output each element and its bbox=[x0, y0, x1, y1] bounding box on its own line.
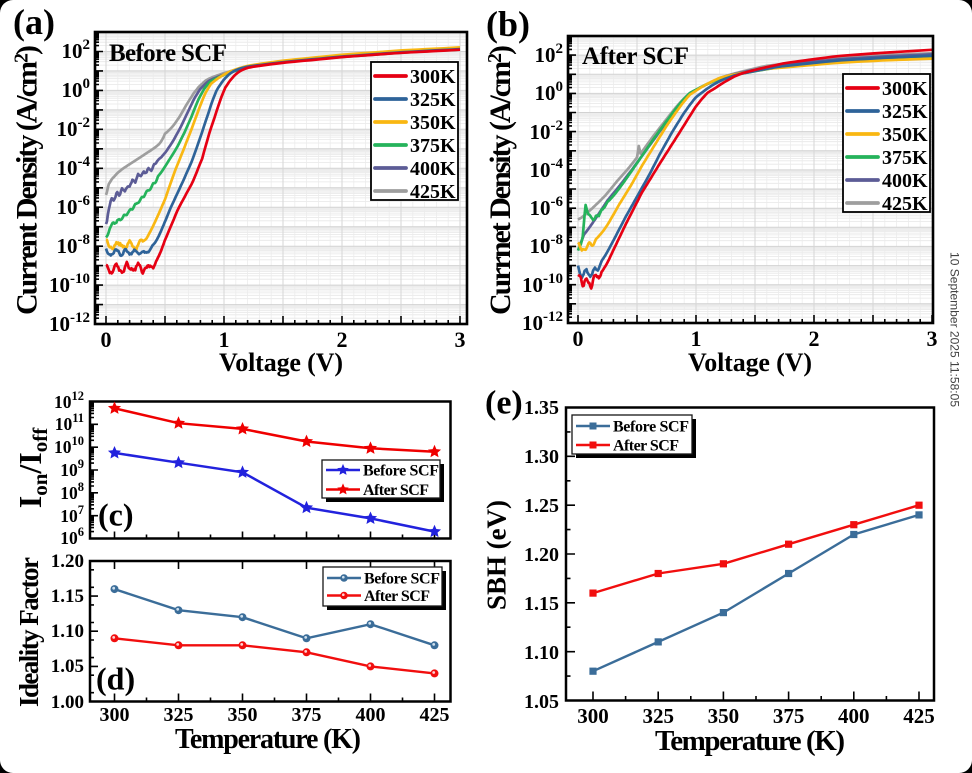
svg-text:Before SCF: Before SCF bbox=[363, 463, 439, 480]
svg-text:325K: 325K bbox=[882, 101, 928, 123]
svg-text:After SCF: After SCF bbox=[613, 438, 679, 455]
svg-text:400: 400 bbox=[356, 704, 386, 726]
svg-text:300: 300 bbox=[577, 704, 609, 728]
svg-text:1.10: 1.10 bbox=[51, 621, 84, 642]
svg-text:375: 375 bbox=[773, 704, 805, 728]
svg-text:100: 100 bbox=[535, 79, 564, 105]
svg-text:400: 400 bbox=[838, 704, 870, 728]
svg-text:After SCF: After SCF bbox=[582, 43, 689, 70]
svg-text:10-6: 10-6 bbox=[530, 194, 564, 220]
svg-text:1.15: 1.15 bbox=[51, 586, 84, 607]
svg-text:Temperature (K): Temperature (K) bbox=[175, 724, 361, 755]
svg-text:400K: 400K bbox=[410, 158, 456, 180]
svg-text:375K: 375K bbox=[882, 147, 928, 169]
svg-text:10 September 2025 11:58:05: 10 September 2025 11:58:05 bbox=[948, 252, 962, 407]
svg-text:350K: 350K bbox=[882, 124, 928, 146]
svg-text:400K: 400K bbox=[882, 170, 928, 192]
svg-text:1.00: 1.00 bbox=[51, 692, 84, 713]
svg-text:2: 2 bbox=[337, 327, 348, 352]
svg-text:After SCF: After SCF bbox=[364, 588, 430, 605]
svg-text:Ion/Ioff: Ion/Ioff bbox=[12, 427, 52, 508]
svg-text:1: 1 bbox=[219, 327, 230, 352]
svg-text:375K: 375K bbox=[410, 135, 456, 157]
svg-text:300K: 300K bbox=[882, 78, 928, 100]
svg-text:1.25: 1.25 bbox=[524, 495, 559, 517]
svg-text:10-8: 10-8 bbox=[530, 232, 564, 258]
svg-text:Currnet Density (A/cm2): Currnet Density (A/cm2) bbox=[484, 45, 517, 315]
svg-text:(d): (d) bbox=[96, 661, 135, 697]
svg-text:350: 350 bbox=[708, 704, 740, 728]
svg-text:300: 300 bbox=[100, 704, 130, 726]
svg-text:375: 375 bbox=[292, 704, 322, 726]
svg-text:(b): (b) bbox=[486, 4, 530, 44]
svg-text:2: 2 bbox=[809, 326, 820, 351]
svg-text:(a): (a) bbox=[13, 2, 55, 42]
svg-text:Before SCF: Before SCF bbox=[109, 40, 227, 67]
svg-text:1.20: 1.20 bbox=[524, 544, 559, 566]
svg-text:(e): (e) bbox=[485, 385, 523, 422]
svg-text:425: 425 bbox=[420, 704, 450, 726]
svg-text:3: 3 bbox=[927, 326, 938, 351]
svg-text:Current Density (A/cm2): Current Density (A/cm2) bbox=[11, 45, 44, 315]
svg-text:Voltage (V): Voltage (V) bbox=[219, 348, 343, 377]
svg-text:1.15: 1.15 bbox=[524, 593, 559, 615]
svg-text:425K: 425K bbox=[882, 193, 928, 215]
svg-text:Ideality Factor: Ideality Factor bbox=[14, 557, 44, 707]
svg-text:0: 0 bbox=[573, 326, 584, 351]
svg-text:After SCF: After SCF bbox=[363, 482, 429, 499]
svg-text:350K: 350K bbox=[410, 112, 456, 134]
svg-text:3: 3 bbox=[455, 327, 466, 352]
svg-text:300K: 300K bbox=[410, 66, 456, 88]
svg-text:Before SCF: Before SCF bbox=[613, 419, 689, 436]
svg-text:10-10: 10-10 bbox=[49, 271, 90, 297]
svg-text:425K: 425K bbox=[410, 181, 456, 203]
svg-text:1.10: 1.10 bbox=[524, 642, 559, 664]
svg-text:Voltage (V): Voltage (V) bbox=[688, 348, 812, 377]
svg-text:1: 1 bbox=[691, 326, 702, 351]
svg-text:325: 325 bbox=[164, 704, 194, 726]
svg-text:1.20: 1.20 bbox=[51, 551, 84, 572]
svg-text:Temperature (K): Temperature (K) bbox=[655, 725, 845, 757]
svg-text:(c): (c) bbox=[98, 497, 134, 533]
svg-text:1.35: 1.35 bbox=[524, 397, 559, 419]
svg-text:1.05: 1.05 bbox=[524, 691, 559, 713]
svg-text:425: 425 bbox=[903, 704, 935, 728]
svg-text:325: 325 bbox=[642, 704, 674, 728]
svg-text:1.05: 1.05 bbox=[51, 656, 84, 677]
svg-text:1.30: 1.30 bbox=[524, 446, 559, 468]
svg-text:Before SCF: Before SCF bbox=[364, 571, 440, 588]
svg-text:325K: 325K bbox=[410, 89, 456, 111]
svg-text:0: 0 bbox=[101, 327, 112, 352]
svg-text:350: 350 bbox=[228, 704, 258, 726]
svg-text:SBH (eV): SBH (eV) bbox=[482, 500, 512, 610]
